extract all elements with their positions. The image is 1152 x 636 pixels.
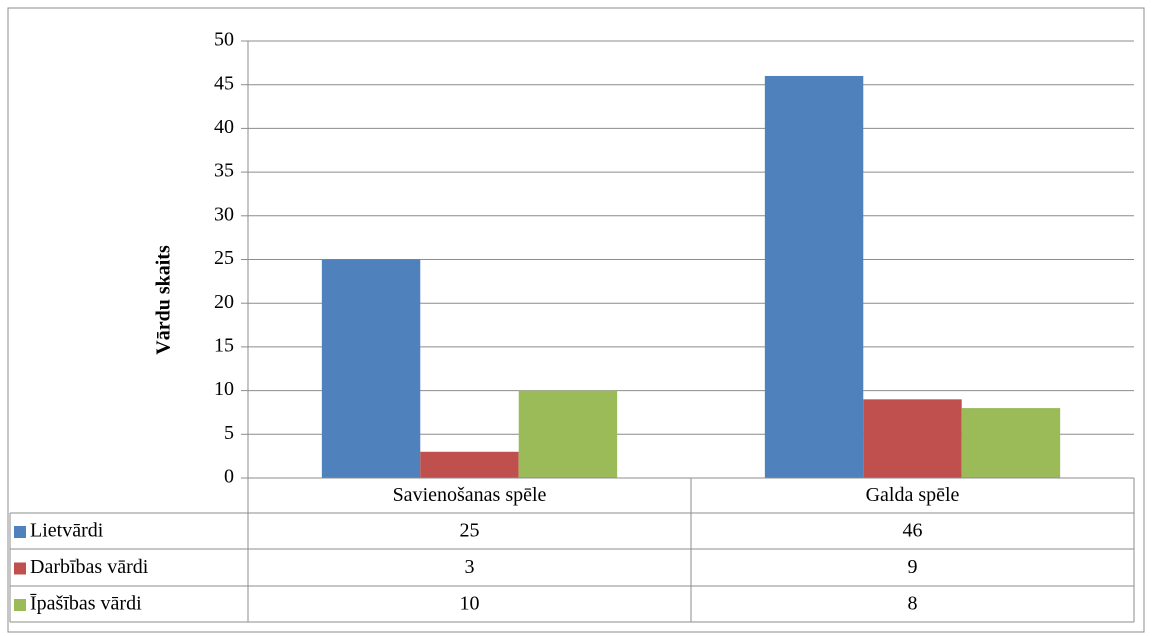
y-tick-label: 30 <box>214 203 234 225</box>
y-tick-label: 10 <box>214 378 234 400</box>
legend-label: Lietvārdi <box>30 520 104 542</box>
y-tick-label: 50 <box>214 29 234 51</box>
bar <box>863 399 962 478</box>
legend-key <box>14 599 26 611</box>
y-axis-label: Vārdu skaits <box>153 245 175 355</box>
legend-key <box>14 526 26 538</box>
y-tick-label: 15 <box>214 334 234 356</box>
y-tick-label: 25 <box>214 247 234 269</box>
bar <box>518 390 618 478</box>
y-tick-label: 45 <box>214 72 234 94</box>
bar <box>321 259 421 478</box>
legend-label: Īpašības vārdi <box>30 593 142 615</box>
table-category: Savienošanas spēle <box>393 484 547 506</box>
bar <box>420 451 519 478</box>
table-value: 8 <box>908 593 918 615</box>
table-category: Galda spēle <box>866 484 960 506</box>
table-value: 25 <box>460 520 480 542</box>
y-tick-label: 20 <box>214 291 234 313</box>
table-value: 10 <box>460 593 480 615</box>
table-value: 46 <box>903 520 923 542</box>
legend-label: Darbības vārdi <box>30 556 149 578</box>
table-value: 3 <box>465 556 475 578</box>
chart-border <box>7 7 1145 633</box>
table-value: 9 <box>908 556 918 578</box>
y-tick-label: 5 <box>224 422 234 444</box>
legend-key <box>14 562 26 575</box>
y-tick-label: 40 <box>214 116 234 138</box>
bar <box>961 408 1061 478</box>
y-tick-label: 0 <box>224 466 234 488</box>
bar <box>764 75 864 479</box>
y-tick-label: 35 <box>214 160 234 182</box>
